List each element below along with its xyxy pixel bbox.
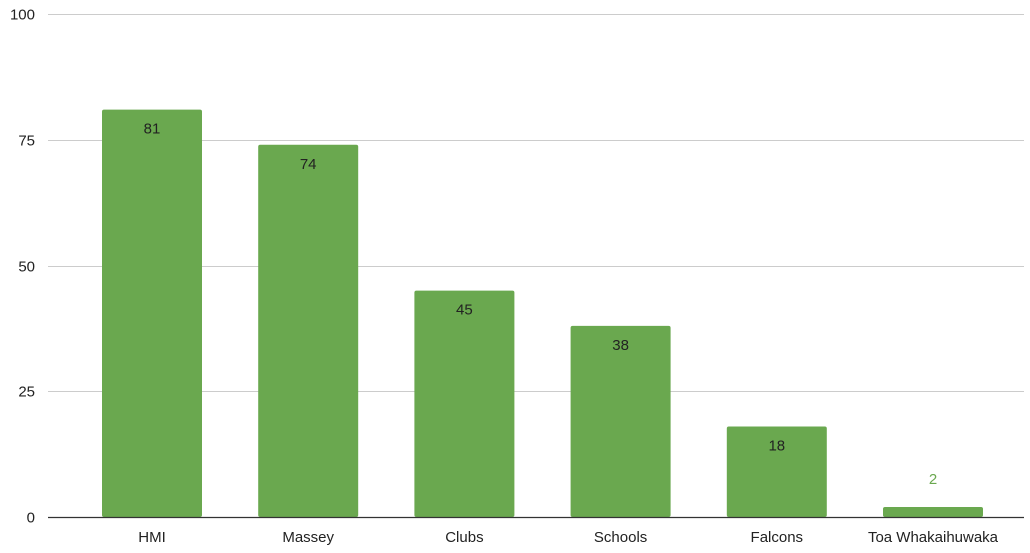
labels: 0 25 50 75 100 81 HMI 74 Massey 45 Clubs 38 Schools 1… [10,7,999,547]
bar [570,325,671,517]
data-label: 45 [456,302,473,319]
y-tick-label: 75 [18,133,35,150]
x-tick-label: HMI [138,529,166,546]
gridlines [48,14,1024,392]
bar [883,506,983,517]
x-tick-label: Schools [594,529,647,546]
y-tick-label: 100 [10,7,35,24]
y-tick-label: 0 [27,510,35,527]
data-label: 74 [300,156,317,173]
x-tick-label: Toa Whakaihuwaka [868,529,999,546]
x-tick-label: Falcons [751,529,804,546]
bar [258,144,359,517]
y-tick-label: 25 [18,384,35,401]
data-label: 18 [768,437,785,454]
data-label: 81 [144,121,161,138]
data-label: 2 [929,471,937,488]
bar [726,426,827,517]
bars [102,109,983,517]
x-tick-label: Clubs [445,529,483,546]
data-label: 38 [612,337,629,354]
y-tick-label: 50 [18,259,35,276]
x-tick-label: Massey [282,529,334,546]
bar [102,109,202,517]
bar [414,290,515,517]
